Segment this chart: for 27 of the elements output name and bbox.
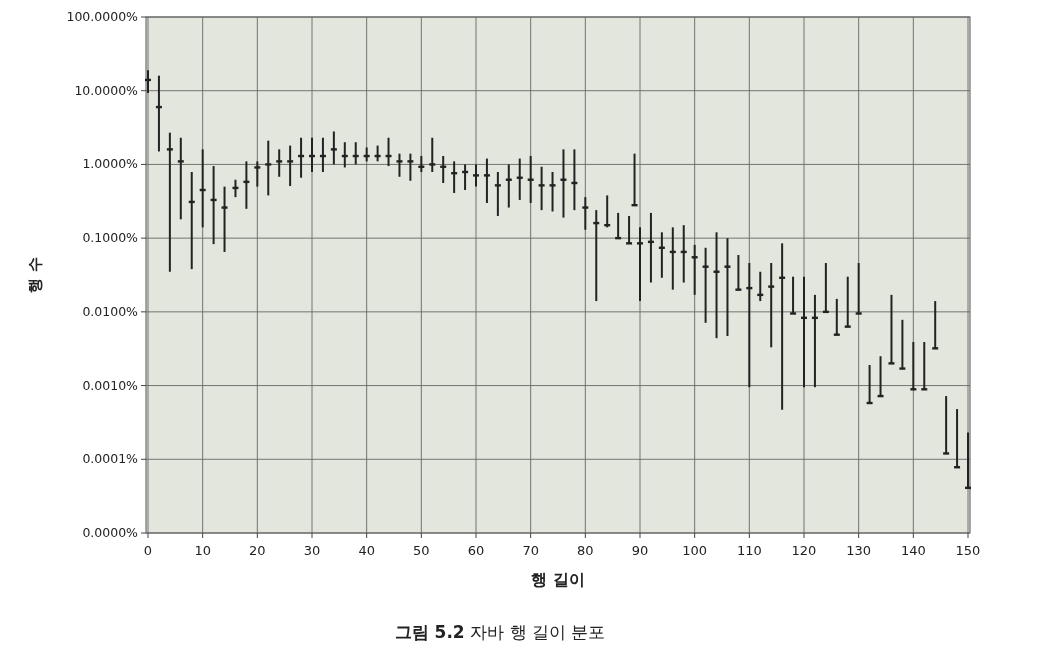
x-tick-label: 130 [846, 543, 872, 558]
x-tick-label: 20 [249, 543, 266, 558]
x-tick-label: 100 [682, 543, 708, 558]
x-tick-label: 80 [577, 543, 594, 558]
x-tick-label: 40 [358, 543, 375, 558]
y-tick-label: 100.0000% [66, 9, 139, 24]
x-tick-label: 150 [955, 543, 981, 558]
y-tick-label: 0.0000% [82, 525, 139, 540]
x-tick-label: 0 [143, 543, 153, 558]
y-axis-title: 행 수 [26, 257, 44, 293]
y-tick-label: 0.1000% [82, 230, 139, 246]
x-tick-label: 50 [413, 543, 430, 558]
y-tick-label: 1.0000% [82, 156, 139, 172]
x-tick-label: 110 [736, 543, 762, 558]
x-tick-label: 60 [467, 543, 485, 558]
x-tick-label: 10 [194, 543, 211, 558]
x-axis-title: 행 길이 [531, 570, 585, 589]
x-tick-label: 120 [791, 543, 817, 558]
y-tick-label: 0.0100% [82, 303, 139, 319]
y-tick-label: 0.0001% [82, 451, 139, 467]
x-tick-label: 70 [522, 543, 539, 558]
text: 그림 5.2 자바 행 길이 분포 [394, 622, 606, 642]
x-tick-label: 90 [631, 543, 649, 558]
x-tick-label: 30 [303, 543, 321, 558]
y-tick-label: 0.0010% [82, 377, 139, 393]
x-tick-label: 140 [900, 543, 926, 558]
y-tick-label: 10.0000% [74, 82, 139, 98]
